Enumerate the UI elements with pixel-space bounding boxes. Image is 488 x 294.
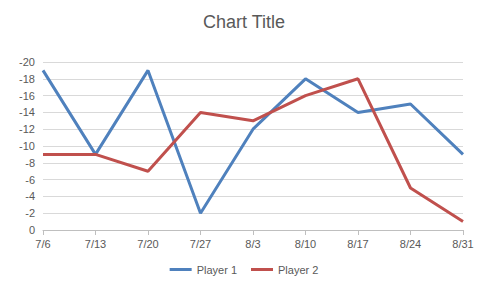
- svg-text:8/10: 8/10: [295, 238, 316, 250]
- svg-text:8/24: 8/24: [400, 238, 421, 250]
- svg-text:0: 0: [29, 224, 35, 236]
- svg-text:Chart Title: Chart Title: [203, 12, 285, 32]
- svg-text:7/20: 7/20: [137, 238, 158, 250]
- svg-text:-12: -12: [19, 123, 35, 135]
- svg-text:Player 1: Player 1: [197, 264, 237, 276]
- svg-text:7/27: 7/27: [190, 238, 211, 250]
- svg-text:-2: -2: [25, 207, 35, 219]
- svg-text:-6: -6: [25, 174, 35, 186]
- svg-text:8/17: 8/17: [347, 238, 368, 250]
- svg-text:8/3: 8/3: [245, 238, 260, 250]
- svg-text:-4: -4: [25, 190, 35, 202]
- svg-text:7/13: 7/13: [85, 238, 106, 250]
- svg-text:-8: -8: [25, 157, 35, 169]
- svg-text:-14: -14: [19, 106, 35, 118]
- svg-text:7/6: 7/6: [35, 238, 50, 250]
- svg-text:-10: -10: [19, 140, 35, 152]
- svg-text:-16: -16: [19, 90, 35, 102]
- svg-text:-18: -18: [19, 73, 35, 85]
- svg-text:-20: -20: [19, 56, 35, 68]
- svg-text:8/31: 8/31: [452, 238, 473, 250]
- svg-text:Player 2: Player 2: [278, 264, 318, 276]
